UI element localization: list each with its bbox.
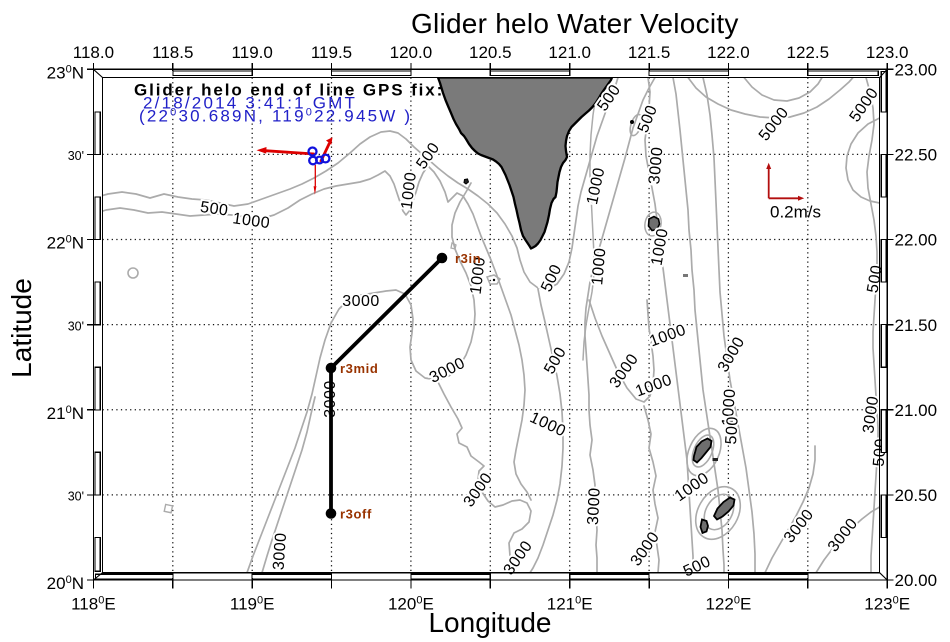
svg-text:Longitude: Longitude: [428, 607, 551, 638]
svg-text:1000: 1000: [649, 227, 672, 267]
svg-text:1210E: 1210E: [547, 595, 593, 614]
svg-text:120.0: 120.0: [390, 43, 433, 62]
svg-text:500: 500: [541, 344, 570, 377]
svg-text:2/18/2014 3:41:1 GMT: 2/18/2014 3:41:1 GMT: [143, 94, 357, 113]
svg-text:1000: 1000: [584, 166, 608, 206]
svg-text:r3mid: r3mid: [340, 361, 378, 376]
svg-text:21.50: 21.50: [895, 316, 938, 335]
svg-text:122.5: 122.5: [787, 43, 830, 62]
svg-text:119.0: 119.0: [232, 43, 273, 62]
svg-text:Glider helo Water Velocity: Glider helo Water Velocity: [411, 8, 739, 39]
svg-text:500: 500: [635, 103, 661, 136]
svg-text:1000: 1000: [399, 171, 420, 210]
svg-text:210N: 210N: [47, 404, 84, 423]
svg-text:r3off: r3off: [340, 507, 372, 522]
svg-text:1220E: 1220E: [705, 595, 751, 614]
svg-text:1000: 1000: [647, 322, 688, 351]
svg-text:500: 500: [681, 553, 714, 580]
svg-text:1000: 1000: [672, 470, 713, 506]
svg-text:119.5: 119.5: [311, 43, 352, 62]
svg-text:30': 30': [68, 490, 84, 504]
svg-text:21.00: 21.00: [895, 401, 938, 420]
svg-text:22.50: 22.50: [895, 146, 938, 165]
svg-text:121.5: 121.5: [628, 43, 671, 62]
svg-text:22.00: 22.00: [895, 231, 938, 250]
svg-text:123.0: 123.0: [866, 43, 909, 62]
svg-text:23.00: 23.00: [895, 61, 938, 80]
svg-text:1230E: 1230E: [864, 595, 910, 614]
svg-text:20.00: 20.00: [895, 571, 938, 590]
svg-text:1000: 1000: [633, 372, 674, 401]
svg-text:1190E: 1190E: [230, 595, 275, 614]
svg-text:1180E: 1180E: [71, 595, 116, 614]
svg-text:Glider helo end of line GPS fi: Glider helo end of line GPS fix:: [134, 81, 444, 100]
svg-text:3000: 3000: [342, 293, 380, 310]
svg-text:r3in: r3in: [455, 251, 481, 266]
svg-text:3000: 3000: [781, 506, 818, 546]
svg-text:3000: 3000: [585, 487, 604, 525]
svg-text:20.50: 20.50: [895, 486, 938, 505]
svg-text:0.2m/s: 0.2m/s: [770, 203, 821, 222]
svg-text:5000: 5000: [756, 104, 793, 144]
svg-text:1000: 1000: [231, 210, 271, 232]
svg-text:3000: 3000: [271, 532, 291, 571]
svg-text:121.0: 121.0: [548, 43, 591, 62]
svg-text:118.5: 118.5: [152, 43, 193, 62]
svg-text:500: 500: [199, 199, 229, 220]
svg-text:1000: 1000: [589, 247, 609, 286]
svg-text:30': 30': [68, 319, 84, 333]
svg-text:118.0: 118.0: [73, 43, 114, 62]
svg-text:3000: 3000: [715, 334, 749, 375]
svg-text:(22030.689N, 119022.945W ): (22030.689N, 119022.945W ): [139, 107, 412, 126]
svg-text:500: 500: [413, 140, 443, 173]
svg-text:3000: 3000: [427, 355, 468, 387]
svg-text:Latitude: Latitude: [6, 278, 37, 378]
svg-text:3000: 3000: [825, 515, 862, 555]
svg-text:200N: 200N: [47, 574, 84, 593]
svg-text:120.5: 120.5: [469, 43, 512, 62]
svg-text:3000: 3000: [646, 146, 666, 185]
svg-text:230N: 230N: [47, 63, 84, 82]
svg-text:220N: 220N: [47, 234, 84, 253]
svg-text:30': 30': [68, 149, 84, 163]
svg-text:122.0: 122.0: [707, 43, 750, 62]
svg-text:1000: 1000: [720, 388, 740, 427]
svg-text:500: 500: [723, 416, 742, 445]
svg-text:1200E: 1200E: [388, 595, 434, 614]
